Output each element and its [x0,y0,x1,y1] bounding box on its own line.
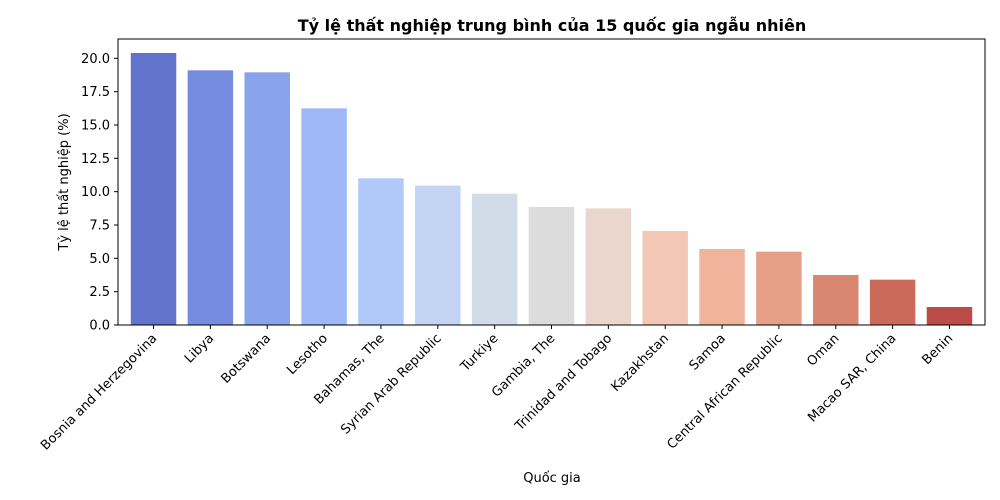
bar-3 [301,108,347,325]
bar-5 [415,185,461,325]
bar-10 [699,249,745,325]
bars-group [130,53,973,325]
y-tick-label: 17.5 [81,85,110,100]
bar-4 [358,178,404,325]
x-tick-label: Trinidad and Tobago [512,331,615,434]
x-tick-label: Benin [920,331,957,368]
y-axis-label: Tỷ lệ thất nghiệp (%) [57,113,72,251]
bar-7 [528,207,575,325]
bar-12 [813,275,859,325]
x-tick-label: Libya [182,331,217,366]
x-axis: Bosnia and Herzegovina Libya Botswana Lesot… [38,325,956,453]
x-tick-label: Oman [804,331,842,369]
bar-2 [244,72,290,325]
x-tick-label: Botswana [219,331,275,387]
x-axis-label: Quốc gia [523,471,581,486]
y-tick-label: 2.5 [89,285,110,300]
bar-0 [130,53,177,325]
bar-13 [869,279,916,325]
bar-14 [926,307,973,325]
x-tick-label: Syrian Arab Republic [338,331,444,437]
x-tick-label: Lesotho [284,331,331,378]
y-tick-label: 15.0 [81,119,110,134]
bar-8 [585,208,632,325]
y-tick-label: 20.0 [81,52,110,67]
y-tick-label: 12.5 [81,152,110,167]
x-tick-label: Samoa [687,331,729,373]
x-tick-label: Kazakhstan [608,331,672,395]
y-axis: 0.0 2.5 5.0 7.5 10.0 12.5 15.0 17.5 20.0 [81,52,118,334]
y-tick-label: 0.0 [89,319,110,334]
plot-frame [117,38,986,326]
bar-6 [471,193,518,325]
bar-11 [756,251,802,325]
y-tick-label: 5.0 [89,252,110,267]
x-tick-label: Turkiye [457,331,501,375]
bar-9 [642,231,688,325]
bar-1 [187,70,234,325]
chart-title: Tỷ lệ thất nghiệp trung bình của 15 quốc… [298,16,806,35]
y-tick-label: 10.0 [81,185,110,200]
x-tick-label: Bosnia and Herzegovina [38,331,160,453]
x-tick-label: Central African Republic [664,331,785,452]
y-tick-label: 7.5 [89,219,110,234]
